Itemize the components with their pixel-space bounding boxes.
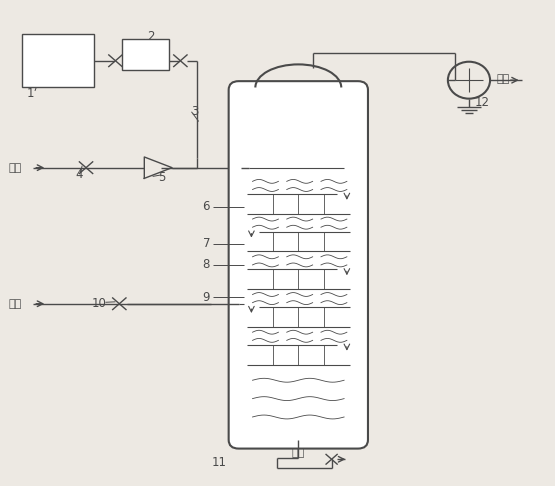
Text: 8: 8 [203, 259, 210, 271]
Text: 11: 11 [211, 456, 227, 469]
Text: 12: 12 [475, 96, 490, 108]
Text: 2: 2 [147, 30, 155, 43]
Text: 进气: 进气 [8, 299, 22, 309]
Text: 7: 7 [203, 238, 210, 250]
Bar [122, 39, 169, 70]
Text: 6: 6 [203, 200, 210, 213]
Text: 1: 1 [27, 87, 34, 100]
Text: 9: 9 [203, 291, 210, 304]
Text: 进水: 进水 [8, 163, 22, 173]
Text: 3: 3 [191, 105, 199, 118]
Text: 出水: 出水 [291, 448, 305, 458]
Text: 10: 10 [92, 297, 107, 310]
Text: 4: 4 [75, 169, 83, 181]
Text: 5: 5 [158, 171, 165, 184]
FancyBboxPatch shape [229, 81, 368, 449]
Bar [22, 34, 94, 87]
Text: 排气: 排气 [497, 74, 510, 84]
